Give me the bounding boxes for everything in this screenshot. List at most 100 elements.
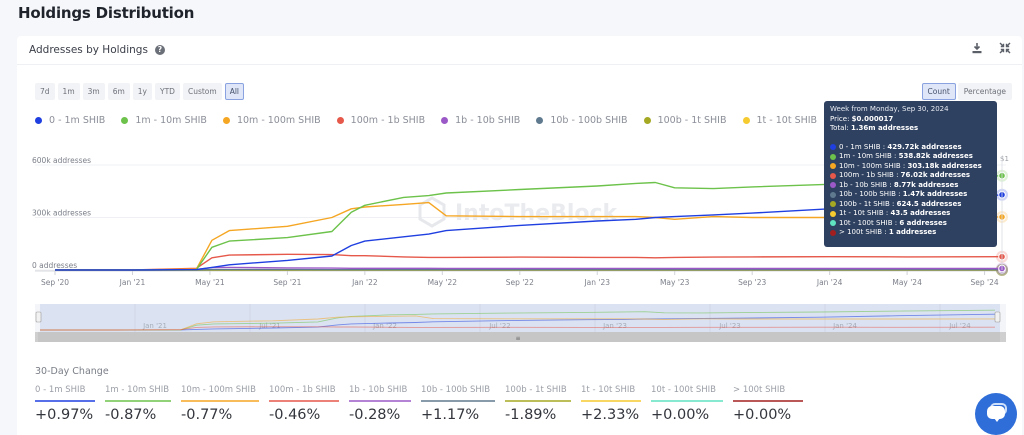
legend-item[interactable]: 1m - 10m SHIB: [121, 115, 207, 126]
tooltip-row: 10m - 100m SHIB : 303.18k addresses: [830, 162, 991, 172]
legend-dot-icon: [35, 117, 42, 124]
y-tick-label: 0 addresses: [32, 261, 77, 270]
legend-item[interactable]: 10b - 100b SHIB: [536, 115, 628, 126]
legend-dot-icon: [536, 117, 544, 124]
change-underline: [421, 400, 495, 402]
tooltip-dot-icon: [830, 153, 836, 160]
legend-item[interactable]: 0 - 1m SHIB: [35, 115, 105, 126]
chat-bubble-tail: [994, 418, 1000, 422]
tooltip-row: 1b - 10b SHIB : 8.77k addresses: [830, 181, 991, 191]
tooltip-dot-icon: [830, 144, 836, 151]
tooltip-total: Total: 1.36m addresses: [830, 124, 991, 134]
download-icon[interactable]: [970, 42, 984, 56]
navigator-series-line: [40, 313, 996, 331]
x-tick-label: May '21: [195, 278, 225, 287]
x-tick-label: May '23: [660, 278, 690, 287]
watermark-logo: IntoTheBlock: [455, 201, 619, 226]
change-label: 100b - 1t SHIB: [505, 385, 567, 395]
range-selector: 7d 1m 3m 6m 1y YTD Custom All: [35, 83, 244, 100]
legend-label: 1t - 10t SHIB: [756, 115, 818, 126]
range-button-ytd[interactable]: YTD: [155, 83, 180, 100]
navigator-label: Jan '22: [372, 322, 397, 330]
tooltip-row: 10b - 100b SHIB : 1.47k addresses: [830, 190, 991, 200]
change-underline: [181, 400, 259, 402]
legend-dot-icon: [222, 117, 230, 124]
change-label: > 100t SHIB: [733, 385, 786, 395]
legend-label: 1b - 10b SHIB: [455, 115, 521, 126]
card-title: Addresses by Holdings: [29, 44, 148, 56]
tooltip-dot-icon: [830, 172, 836, 179]
change-item: 0 - 1m SHIB +0.97%: [35, 385, 95, 423]
change-underline: [349, 400, 411, 402]
range-button-1m[interactable]: 1m: [57, 83, 80, 100]
change-underline: [269, 400, 339, 402]
x-tick-label: Sep '23: [738, 278, 766, 287]
legend-item[interactable]: 100m - 1b SHIB: [336, 115, 426, 126]
change-value: +2.33%: [581, 407, 640, 423]
navigator-series-line: [40, 326, 996, 331]
change-underline: [651, 400, 723, 402]
range-button-1y[interactable]: 1y: [132, 83, 152, 100]
navigator-series-line: [40, 315, 996, 331]
series-line-1: [55, 175, 1003, 271]
tooltip-row: 1m - 10m SHIB : 538.82k addresses: [830, 152, 991, 162]
tooltip-dot-icon: [830, 229, 836, 236]
legend-label: 100m - 1b SHIB: [350, 115, 426, 126]
legend-label: 0 - 1m SHIB: [49, 115, 106, 126]
change-label: 10t - 100t SHIB: [651, 385, 717, 395]
series-line-4: [55, 266, 1002, 271]
change-item: 10b - 100b SHIB +1.17%: [421, 385, 495, 423]
change-value: +0.00%: [733, 407, 792, 423]
series-line-2: [55, 201, 1003, 271]
chat-button[interactable]: [975, 393, 1017, 435]
range-button-all[interactable]: All: [224, 83, 244, 100]
tooltip-price-value: $0.000017: [851, 114, 894, 123]
x-tick-label: May '22: [428, 278, 458, 287]
navigator-right-handle: [994, 311, 1001, 323]
x-tick-label: Jan '24: [816, 278, 843, 287]
range-button-7d[interactable]: 7d: [35, 83, 55, 100]
x-tick-label: Sep '22: [506, 278, 534, 287]
navigator-left-handle: [35, 311, 42, 323]
legend-item[interactable]: 10m - 100m SHIB: [222, 115, 321, 126]
tooltip-total-value: 1.36m addresses: [850, 124, 919, 132]
watermark-icon: [418, 196, 446, 228]
range-button-6m[interactable]: 6m: [107, 83, 130, 100]
tooltip-row-value: 43.5 addresses: [890, 209, 951, 217]
question-circle-icon[interactable]: ?: [154, 45, 165, 55]
range-button-custom[interactable]: Custom: [182, 83, 222, 100]
tooltip-row-label: > 100t SHIB :: [839, 228, 887, 236]
tooltip-dot-icon: [830, 182, 836, 189]
x-tick-label: May '24: [892, 278, 922, 287]
legend-item[interactable]: 1t - 10t SHIB: [742, 115, 818, 126]
change-underline: [505, 400, 571, 402]
navigator-label: Jan '21: [142, 322, 167, 330]
legend-dot-icon: [441, 117, 449, 124]
thirty-day-change-title: 30-Day Change: [35, 366, 109, 377]
range-button-3m[interactable]: 3m: [82, 83, 105, 100]
tooltip-row-value: 76.02k addresses: [900, 171, 971, 179]
page-title: Holdings Distribution: [18, 4, 195, 22]
navigator-label: Jul '21: [258, 322, 281, 330]
tooltip-row: 0 - 1m SHIB : 429.72k addresses: [830, 143, 991, 153]
chat-bubble-front: [987, 406, 1005, 419]
mode-button-percentage[interactable]: Percentage: [957, 83, 1012, 100]
scrollbar-grip-icon: ≡: [515, 335, 520, 342]
navigator-label: Jan '24: [832, 322, 857, 330]
change-item: 1m - 10m SHIB -0.87%: [105, 385, 171, 423]
tooltip-row-label: 100b - 1t SHIB :: [839, 199, 895, 208]
change-value: -0.28%: [349, 407, 401, 423]
collapse-arrows-icon[interactable]: [998, 42, 1012, 56]
change-item: 10t - 100t SHIB +0.00%: [651, 385, 723, 423]
legend-label: 10b - 100b SHIB: [550, 115, 628, 126]
tooltip-dot-icon: [830, 210, 836, 217]
change-underline: [733, 400, 803, 402]
legend-dot-icon: [643, 117, 651, 124]
tooltip-row-value: 8.77k addresses: [893, 180, 959, 189]
tooltip-row-value: 624.5 addresses: [896, 199, 962, 208]
mode-button-count[interactable]: Count: [921, 83, 956, 100]
tooltip-row-label: 1m - 10m SHIB :: [839, 152, 897, 160]
legend-item[interactable]: 1b - 10b SHIB: [441, 115, 520, 126]
legend-dot-icon: [742, 117, 750, 124]
legend-item[interactable]: 100b - 1t SHIB: [643, 115, 727, 126]
